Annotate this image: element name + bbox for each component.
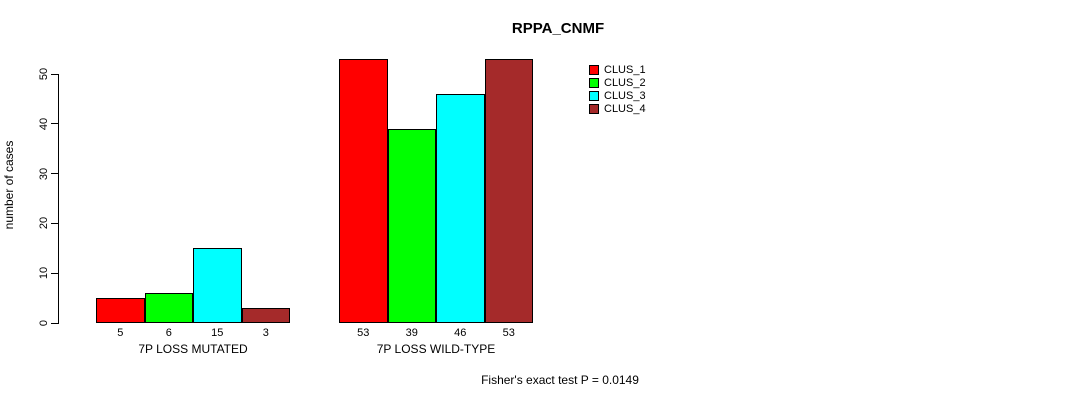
bar-count-label: 3 [262,327,269,339]
y-tick-label: 10 [38,267,50,280]
bar-count-label: 5 [117,327,124,339]
y-tick-mark [51,222,58,224]
legend-swatch-clus_2 [589,78,599,88]
bar-count-label: 53 [357,327,370,339]
bar-clus_3-group2 [436,93,485,323]
bar-count-label: 46 [454,327,467,339]
bar-count-label: 15 [211,327,224,339]
x-category-label-1: 7P LOSS MUTATED [138,342,248,356]
bar-clus_4-group1 [241,308,290,323]
y-tick-label: 0 [38,319,50,327]
bar-count-label: 39 [405,327,418,339]
legend-swatch-clus_3 [589,91,599,101]
y-tick-mark [51,272,58,274]
y-tick-label: 20 [38,217,50,230]
x-category-label-2: 7P LOSS WILD-TYPE [376,342,496,356]
bar-clus_4-group2 [484,59,533,323]
y-tick-mark [51,73,58,75]
bar-clus_3-group1 [193,248,242,323]
y-tick-mark [51,123,58,125]
bar-clus_2-group1 [144,293,193,323]
y-tick-label: 30 [38,167,50,180]
legend-swatch-clus_4 [589,104,599,114]
bar-count-label: 53 [502,327,515,339]
bar-clus_1-group1 [96,298,145,323]
bar-clus_1-group2 [339,59,388,323]
legend-swatch-clus_1 [589,65,599,75]
y-tick-mark [51,322,58,324]
legend-label-clus_3: CLUS_3 [604,90,646,102]
y-tick-label: 50 [38,67,50,81]
y-tick-label: 40 [38,117,50,130]
y-axis-line [58,74,59,324]
stat-test-annotation: Fisher's exact test P = 0.0149 [481,373,639,387]
bar-count-label: 6 [165,327,172,339]
legend-label-clus_2: CLUS_2 [604,77,646,89]
y-tick-mark [51,173,58,175]
legend-label-clus_1: CLUS_1 [604,64,646,76]
chart-title: RPPA_CNMF [511,20,605,37]
bar-clus_2-group2 [387,128,436,323]
legend-label-clus_4: CLUS_4 [604,103,646,115]
y-axis-title: number of cases [2,140,16,230]
